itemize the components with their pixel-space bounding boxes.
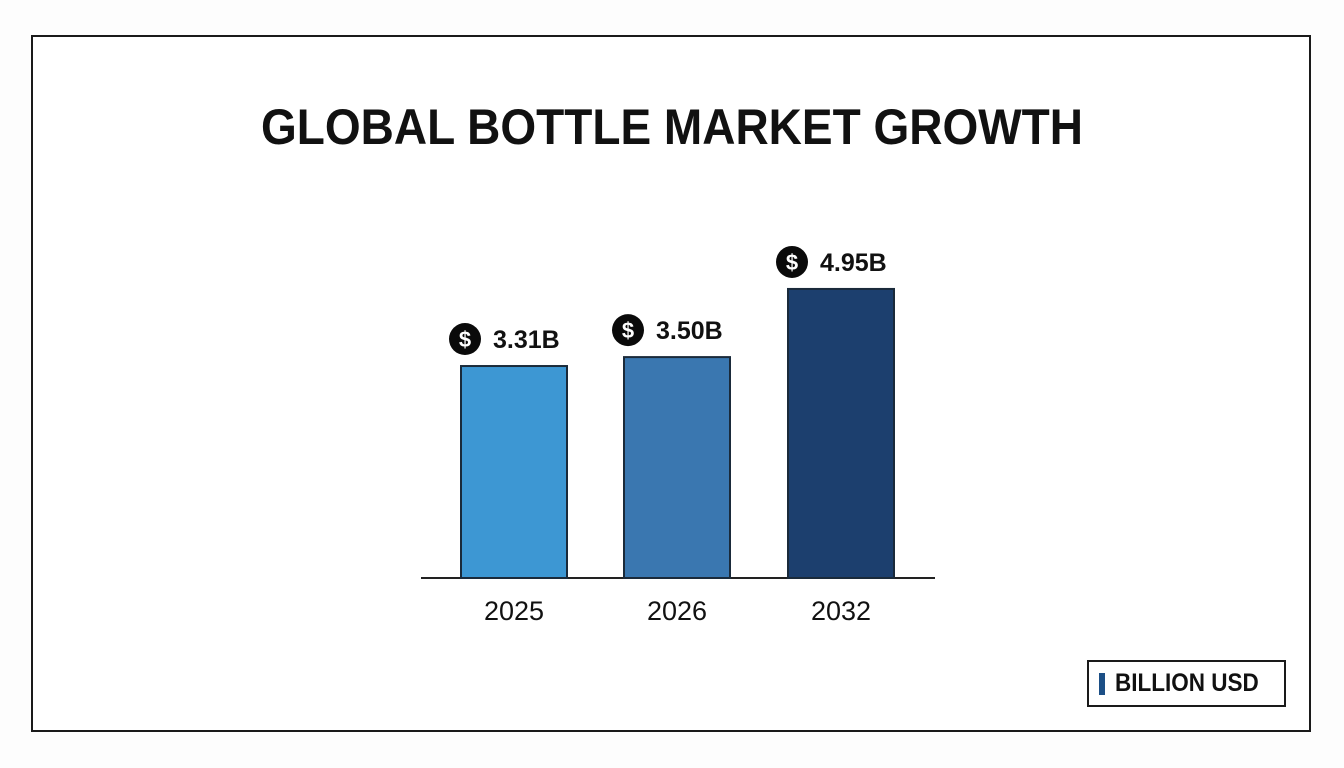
legend: BILLION USD bbox=[1087, 660, 1286, 707]
dollar-sign-glyph: $ bbox=[622, 318, 634, 343]
dollar-sign-glyph: $ bbox=[786, 250, 798, 275]
data-label: 4.95B bbox=[820, 249, 887, 277]
bar-2032 bbox=[787, 287, 895, 579]
chart-title: GLOBAL BOTTLE MARKET GROWTH bbox=[261, 99, 1083, 155]
dollar-circle-icon bbox=[776, 245, 808, 278]
x-tick-label: 2032 bbox=[811, 596, 871, 626]
x-tick-label: 2025 bbox=[484, 596, 544, 626]
x-tick-label: 2026 bbox=[647, 596, 707, 626]
legend-swatch bbox=[1099, 672, 1105, 695]
dollar-sign-glyph: $ bbox=[459, 327, 471, 352]
dollar-circle-icon bbox=[612, 314, 644, 347]
data-label: 3.50B bbox=[656, 317, 723, 345]
legend-label: BILLION USD bbox=[1115, 669, 1259, 697]
bar-2025 bbox=[460, 365, 568, 579]
bar-2026 bbox=[623, 356, 731, 579]
dollar-circle-icon bbox=[449, 323, 481, 356]
data-label: 3.31B bbox=[493, 326, 560, 354]
